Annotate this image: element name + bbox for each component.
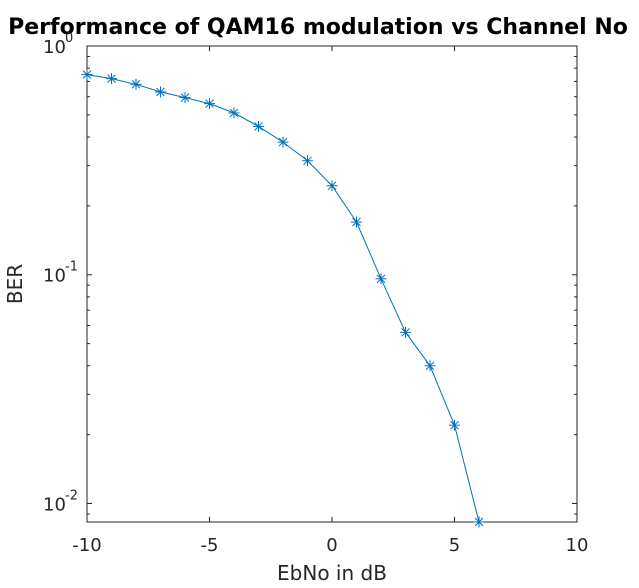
data-point-marker xyxy=(400,326,411,338)
marker-stroke xyxy=(474,517,484,527)
data-point-marker xyxy=(375,273,387,285)
marker-stroke xyxy=(327,181,337,191)
x-tick-label: 0 xyxy=(326,535,337,556)
marker-stroke xyxy=(107,74,116,83)
plot-frame xyxy=(86,45,578,523)
y-tick-label: 10 -2 xyxy=(43,488,78,515)
y-tick-label-exponent: -1 xyxy=(65,260,78,275)
axis-ticks xyxy=(86,45,578,522)
data-point-marker xyxy=(81,69,93,81)
marker-stroke xyxy=(376,274,386,284)
data-point-marker xyxy=(155,86,166,98)
y-tick-label-exponent: 0 xyxy=(65,31,73,46)
y-tick-label: 10 0 xyxy=(43,31,73,58)
data-point-marker xyxy=(424,360,436,372)
x-tick-label: -10 xyxy=(72,535,101,556)
marker-stroke xyxy=(278,137,288,147)
data-point-marker xyxy=(277,136,289,148)
marker-stroke xyxy=(82,70,92,79)
data-point-marker xyxy=(179,92,191,104)
y-tick-label-exponent: -2 xyxy=(65,488,78,503)
marker-stroke xyxy=(303,156,312,166)
x-axis-label: EbNo in dB xyxy=(277,561,387,585)
marker-stroke xyxy=(131,79,141,89)
chart-title: Performance of QAM16 modulation vs Chann… xyxy=(8,15,628,40)
y-tick-label-base: 10 xyxy=(43,266,66,287)
y-tick-label: 10 -1 xyxy=(43,260,78,287)
marker-stroke xyxy=(401,328,410,337)
marker-stroke xyxy=(254,122,263,131)
marker-stroke xyxy=(229,108,239,118)
data-point-marker xyxy=(449,419,460,431)
data-point-marker xyxy=(130,78,142,90)
data-point-marker xyxy=(228,107,240,119)
data-point-marker xyxy=(253,120,264,132)
x-tick-label: 10 xyxy=(566,535,589,556)
data-point-marker xyxy=(204,98,215,110)
marker-stroke xyxy=(425,361,435,371)
y-axis-label: BER xyxy=(3,264,27,304)
data-point-marker xyxy=(351,216,362,228)
marker-stroke xyxy=(352,217,361,227)
data-point-marker xyxy=(326,180,338,192)
y-tick-label-base: 10 xyxy=(43,494,66,515)
data-point-marker xyxy=(473,516,485,528)
data-point-marker xyxy=(106,73,117,85)
data-series xyxy=(81,69,485,528)
data-point-marker xyxy=(302,155,313,167)
marker-stroke xyxy=(450,420,459,430)
y-tick-label-base: 10 xyxy=(43,37,66,58)
marker-stroke xyxy=(156,87,165,97)
x-tick-label: -5 xyxy=(201,535,219,556)
x-tick-label: 5 xyxy=(449,535,460,556)
marker-stroke xyxy=(180,93,190,102)
marker-stroke xyxy=(205,99,214,108)
